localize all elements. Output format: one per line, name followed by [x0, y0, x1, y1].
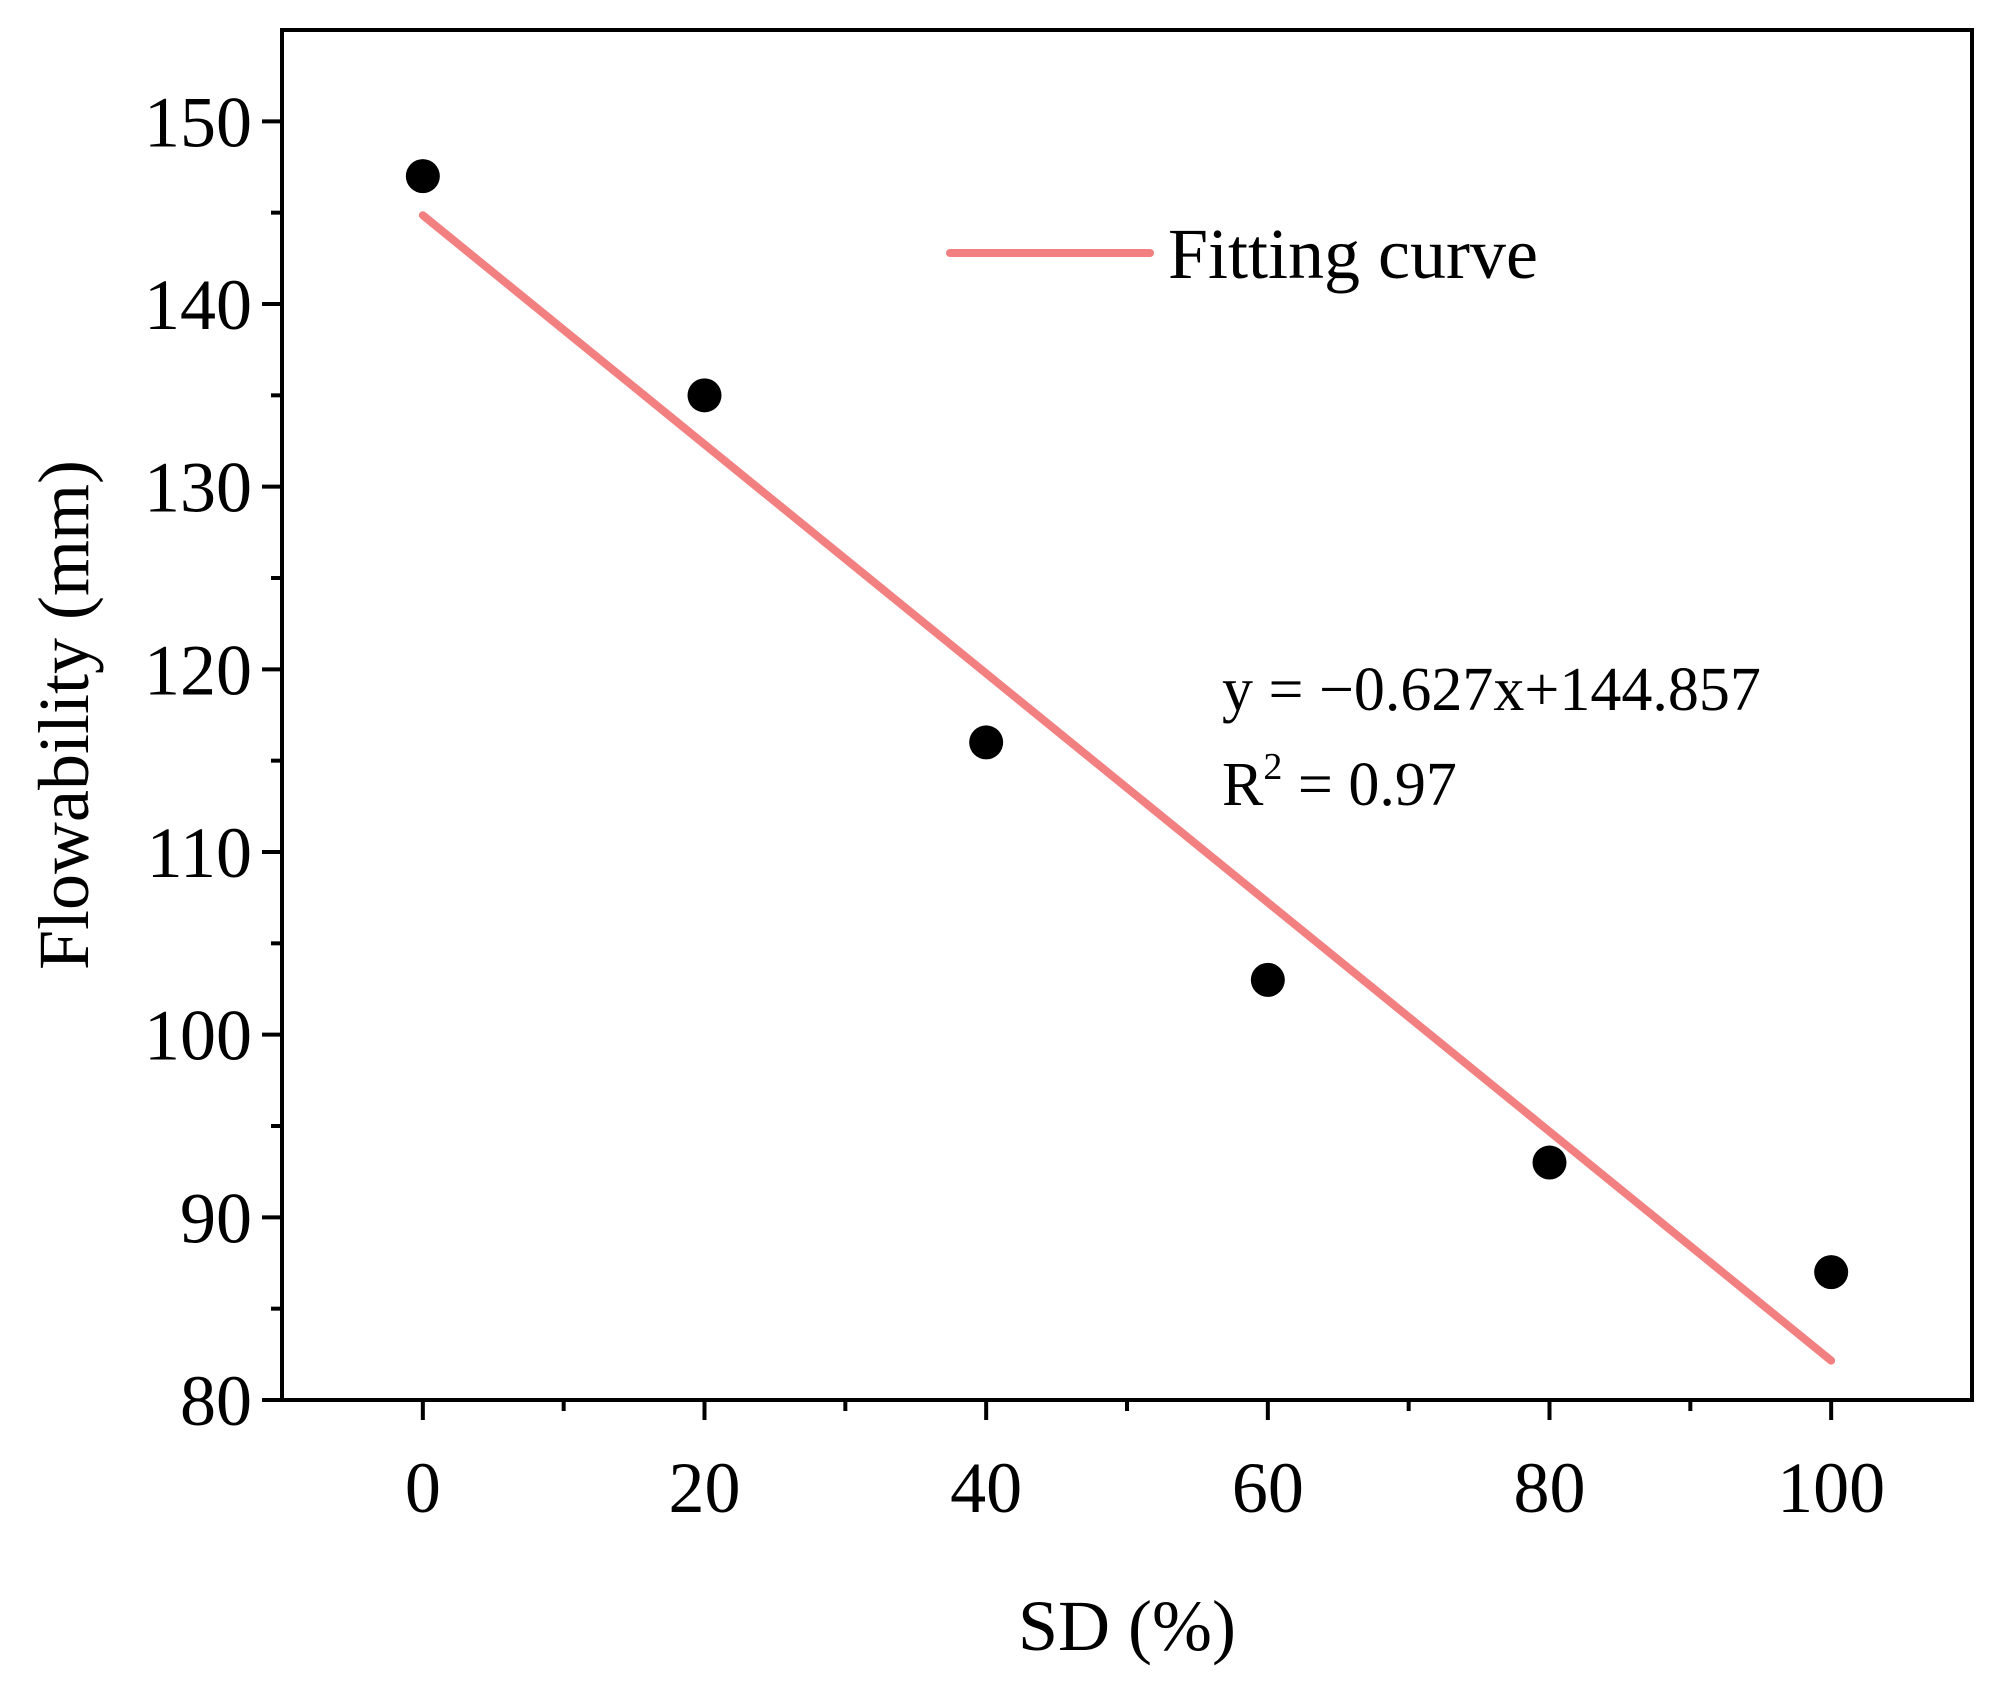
x-tick-label: 60 [1232, 1448, 1304, 1528]
y-tick-label: 120 [144, 630, 252, 710]
x-tick-label: 20 [669, 1448, 741, 1528]
y-axis-ticks [262, 119, 282, 1402]
y-tick-label: 100 [144, 996, 252, 1076]
y-tick-label: 130 [144, 448, 252, 528]
y-axis-tick-labels: 80 90 100 110 120 130 140 150 [144, 82, 252, 1441]
y-axis-title: Flowability (mm) [24, 460, 104, 970]
x-tick-label: 40 [950, 1448, 1022, 1528]
y-tick-label: 140 [144, 265, 252, 345]
data-point [1814, 1255, 1849, 1290]
fit-equation: y = −0.627x+144.857 [1222, 656, 1761, 724]
r2-value: = 0.97 [1282, 751, 1456, 819]
data-point [1532, 1145, 1567, 1180]
x-axis-title: SD (%) [1018, 1586, 1236, 1666]
x-tick-label: 100 [1777, 1448, 1885, 1528]
fit-annotation: y = −0.627x+144.857 R2 = 0.97 [1222, 656, 1761, 819]
x-axis-ticks [420, 1400, 1834, 1420]
fit-r-squared: R2 = 0.97 [1222, 746, 1457, 819]
y-tick-label: 90 [180, 1178, 252, 1258]
r2-prefix: R [1222, 751, 1264, 819]
r2-superscript: 2 [1263, 746, 1282, 788]
fitting-curve-line [418, 211, 1836, 1365]
x-axis-tick-labels: 0 20 40 60 80 100 [405, 1448, 1885, 1528]
x-tick-label: 0 [405, 1448, 441, 1528]
data-point [969, 725, 1004, 760]
y-tick-label: 80 [180, 1361, 252, 1441]
legend: Fitting curve [946, 214, 1538, 294]
data-points [405, 159, 1849, 1290]
data-point [405, 159, 440, 194]
x-tick-label: 80 [1514, 1448, 1586, 1528]
legend-label: Fitting curve [1168, 214, 1538, 294]
data-point [1250, 962, 1285, 997]
y-tick-label: 150 [144, 82, 252, 162]
data-point [687, 378, 722, 413]
y-tick-label: 110 [147, 813, 252, 893]
